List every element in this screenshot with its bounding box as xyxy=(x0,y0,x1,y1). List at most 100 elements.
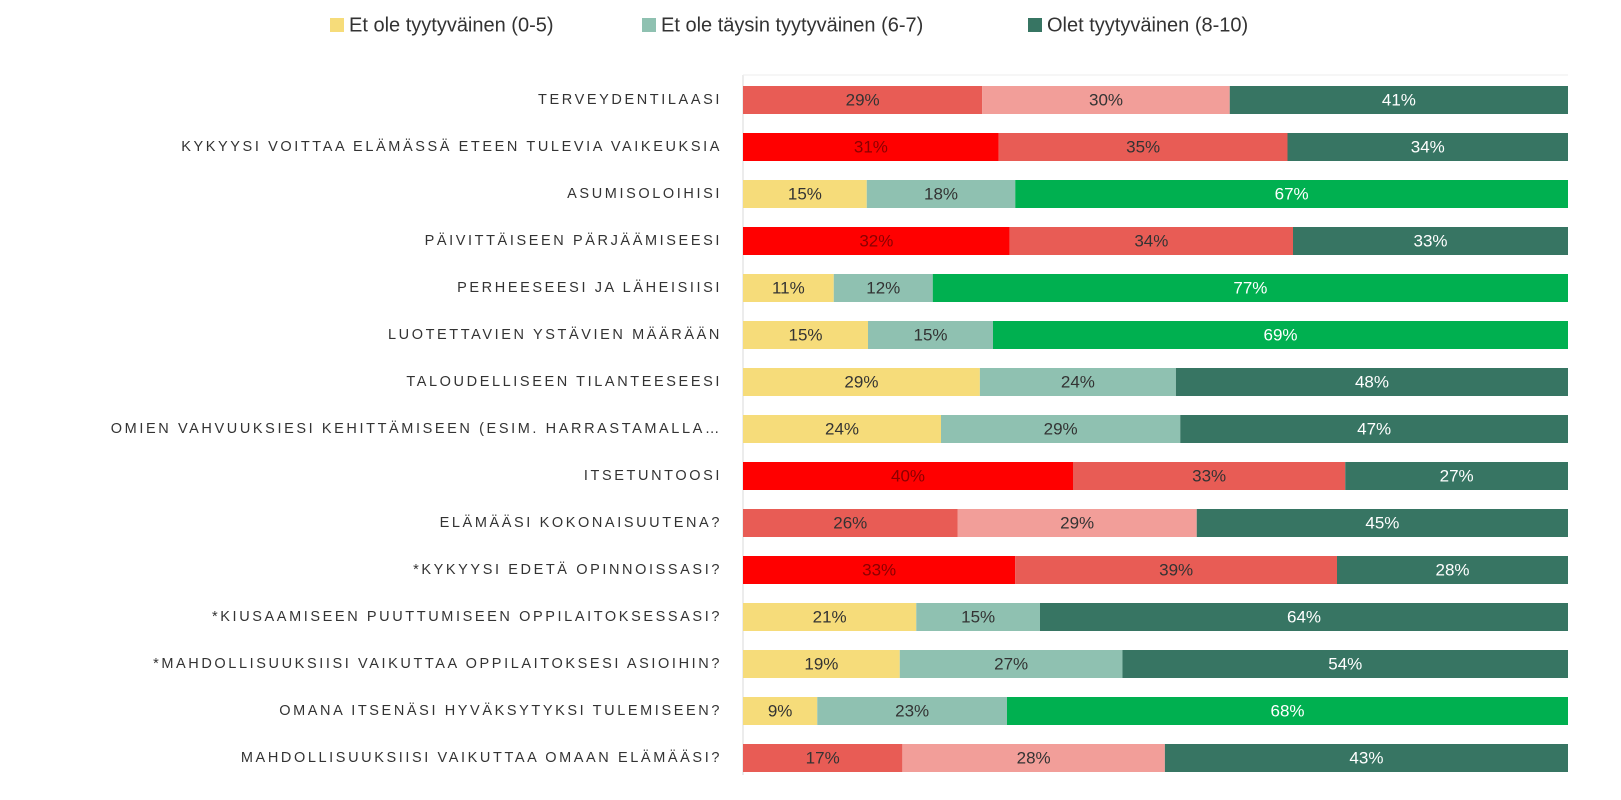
value-label: 43% xyxy=(1349,748,1383,767)
bar-segment xyxy=(743,744,903,772)
bar-segment xyxy=(998,133,1288,161)
value-label: 31% xyxy=(854,137,888,156)
bar-segment xyxy=(743,462,1073,490)
category-label: *KIUSAAMISEEN PUUTTUMISEEN OPPILAITOKSES… xyxy=(212,609,722,625)
bar-segment xyxy=(1122,650,1568,678)
bar-segment xyxy=(1040,603,1568,631)
bar-segment xyxy=(743,368,980,396)
bar-segment xyxy=(743,321,868,349)
value-label: 41% xyxy=(1382,90,1416,109)
value-label: 64% xyxy=(1287,607,1321,626)
value-label: 27% xyxy=(994,654,1028,673)
bar-segment xyxy=(868,321,993,349)
value-label: 15% xyxy=(788,184,822,203)
bar-segment xyxy=(1009,227,1293,255)
bar-segment xyxy=(1337,556,1568,584)
bar-segment xyxy=(743,509,958,537)
category-label: LUOTETTAVIEN YSTÄVIEN MÄÄRÄÄN xyxy=(388,326,722,343)
value-label: 34% xyxy=(1134,231,1168,250)
bar-segment xyxy=(743,415,941,443)
category-label: ITSETUNTOOSI xyxy=(584,468,722,484)
bar-segment xyxy=(833,274,933,302)
bar-segment xyxy=(982,86,1230,114)
bar-segment xyxy=(866,180,1016,208)
category-label: OMANA ITSENÄSI HYVÄKSYTYKSI TULEMISEEN? xyxy=(279,702,722,719)
bar-segment xyxy=(957,509,1197,537)
value-label: 48% xyxy=(1355,372,1389,391)
bar-segment xyxy=(817,697,1007,725)
bar-segment xyxy=(1175,368,1568,396)
bar-segment xyxy=(1015,556,1337,584)
legend-swatch xyxy=(330,18,344,32)
bar-segment xyxy=(1180,415,1568,443)
bar-segment xyxy=(932,274,1568,302)
category-label: OMIEN VAHVUUKSIESI KEHITTÄMISEEN (ESIM. … xyxy=(111,420,722,437)
category-label: PERHEESEESI JA LÄHEISIISI xyxy=(457,279,722,296)
value-label: 32% xyxy=(859,231,893,250)
bar-segment xyxy=(743,556,1016,584)
bar-segment xyxy=(899,650,1123,678)
value-label: 69% xyxy=(1263,325,1297,344)
value-label: 24% xyxy=(1061,372,1095,391)
value-label: 15% xyxy=(788,325,822,344)
bar-segment xyxy=(1007,697,1568,725)
value-label: 77% xyxy=(1233,278,1267,297)
bar-segment xyxy=(1164,744,1568,772)
bar-segment xyxy=(743,180,867,208)
bar-segment xyxy=(993,321,1568,349)
category-label: TERVEYDENTILAASI xyxy=(538,92,722,108)
value-label: 27% xyxy=(1440,466,1474,485)
category-label: ASUMISOLOIHISI xyxy=(567,186,722,202)
category-label: MAHDOLLISUUKSIISI VAIKUTTAA OMAAN ELÄMÄÄ… xyxy=(241,749,722,766)
bar-segment xyxy=(1293,227,1568,255)
bar-segment xyxy=(902,744,1165,772)
value-label: 23% xyxy=(895,701,929,720)
value-label: 29% xyxy=(1044,419,1078,438)
bar-segment xyxy=(743,650,900,678)
value-label: 28% xyxy=(1435,560,1469,579)
value-label: 33% xyxy=(1413,231,1447,250)
category-label: TALOUDELLISEEN TILANTEESEESI xyxy=(406,374,722,390)
bar-segment xyxy=(743,603,917,631)
bar-segment xyxy=(941,415,1181,443)
bar-segment xyxy=(1015,180,1568,208)
bar-segment xyxy=(1196,509,1568,537)
bar-segment xyxy=(743,697,818,725)
value-label: 19% xyxy=(804,654,838,673)
value-label: 33% xyxy=(1192,466,1226,485)
legend-label: Et ole tyytyväinen (0-5) xyxy=(349,14,554,36)
value-label: 40% xyxy=(891,466,925,485)
legend-label: Olet tyytyväinen (8-10) xyxy=(1047,14,1248,36)
bar-segment xyxy=(1345,462,1568,490)
value-label: 54% xyxy=(1328,654,1362,673)
value-label: 26% xyxy=(833,513,867,532)
value-label: 67% xyxy=(1275,184,1309,203)
value-label: 47% xyxy=(1357,419,1391,438)
legend-label: Et ole täysin tyytyväinen (6-7) xyxy=(661,14,923,36)
value-label: 12% xyxy=(866,278,900,297)
category-label: *MAHDOLLISUUKSIISI VAIKUTTAA OPPILAITOKS… xyxy=(153,656,722,672)
value-label: 15% xyxy=(961,607,995,626)
value-label: 28% xyxy=(1017,748,1051,767)
value-label: 11% xyxy=(772,278,805,297)
value-label: 30% xyxy=(1089,90,1123,109)
legend-swatch xyxy=(1028,18,1042,32)
value-label: 29% xyxy=(844,372,878,391)
bar-segment xyxy=(1229,86,1568,114)
value-label: 35% xyxy=(1126,137,1160,156)
category-label: ELÄMÄÄSI KOKONAISUUTENA? xyxy=(440,514,722,531)
bar-segment xyxy=(1073,462,1346,490)
value-label: 17% xyxy=(806,748,840,767)
value-label: 33% xyxy=(862,560,896,579)
value-label: 18% xyxy=(924,184,958,203)
category-label: KYKYYSI VOITTAA ELÄMÄSSÄ ETEEN TULEVIA V… xyxy=(181,138,722,155)
value-label: 39% xyxy=(1159,560,1193,579)
value-label: 15% xyxy=(913,325,947,344)
category-label: PÄIVITTÄISEEN PÄRJÄÄMISEESI xyxy=(425,232,722,249)
bar-segment xyxy=(743,274,834,302)
category-label: *KYKYYSI EDETÄ OPINNOISSASI? xyxy=(413,561,722,578)
value-label: 34% xyxy=(1411,137,1445,156)
value-label: 45% xyxy=(1365,513,1399,532)
value-label: 29% xyxy=(846,90,880,109)
